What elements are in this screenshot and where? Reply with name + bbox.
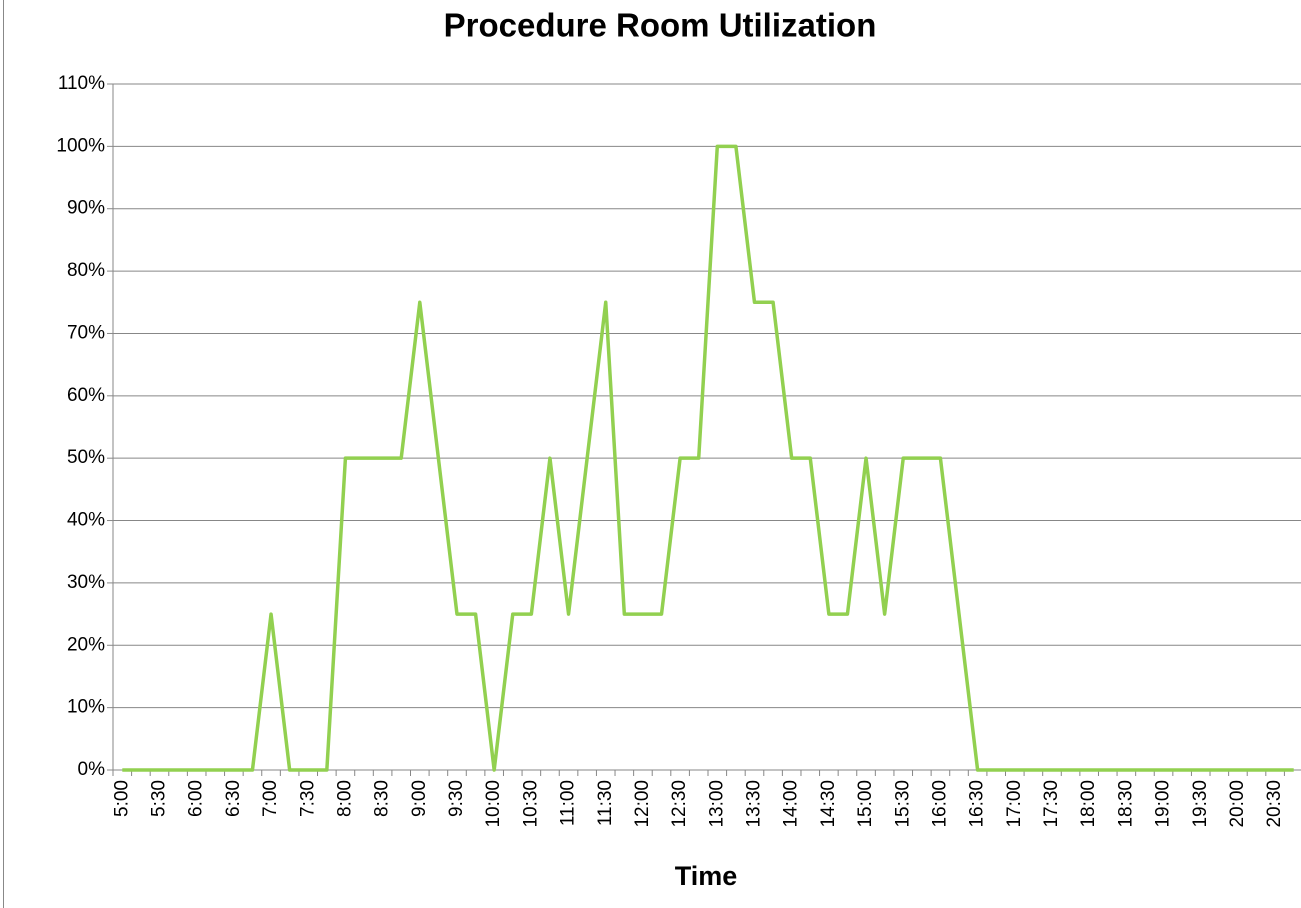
x-tick-label: 19:30	[1190, 780, 1211, 828]
x-tick-label: 13:00	[706, 780, 727, 828]
x-tick-label: 11:00	[558, 780, 579, 826]
x-tick-label: 13:30	[744, 780, 765, 828]
x-tick-label: 6:30	[223, 780, 244, 817]
x-tick-label: 18:00	[1078, 780, 1099, 828]
x-tick-label: 12:30	[669, 780, 690, 828]
x-tick-label: 20:00	[1227, 780, 1248, 828]
x-tick-label: 12:00	[632, 780, 653, 828]
x-tick-label: 10:30	[520, 780, 541, 828]
x-tick-label: 9:00	[409, 780, 430, 817]
x-tick-label: 16:00	[929, 780, 950, 828]
y-tick-label: 20%	[67, 634, 105, 655]
y-tick-label: 30%	[67, 572, 105, 593]
x-tick-label: 17:30	[1041, 780, 1062, 828]
x-tick-label: 14:00	[781, 780, 802, 828]
chart-frame	[3, 0, 4, 908]
x-tick-label: 7:30	[297, 780, 318, 817]
x-tick-label: 19:00	[1153, 780, 1174, 828]
y-tick-label: 0%	[78, 759, 106, 780]
x-axis-title: Time	[675, 861, 738, 891]
x-tick-label: 8:30	[372, 780, 393, 817]
y-tick-label: 80%	[67, 260, 105, 281]
y-tick-label: 70%	[67, 322, 105, 343]
y-tick-label: 110%	[58, 73, 105, 94]
x-tick-label: 18:30	[1115, 780, 1136, 828]
x-tick-label: 11:30	[595, 780, 616, 826]
x-tick-label: 20:30	[1264, 780, 1285, 828]
chart-title: Procedure Room Utilization	[444, 7, 877, 44]
x-tick-label: 8:00	[334, 780, 355, 817]
x-tick-label: 15:00	[855, 780, 876, 828]
data-line	[122, 144, 1294, 772]
x-tick-label: 9:30	[446, 780, 467, 817]
x-tick-label: 16:30	[967, 780, 988, 828]
x-tick-label: 15:30	[892, 780, 913, 828]
x-tick-label: 6:00	[186, 780, 207, 817]
y-tick-label: 40%	[67, 510, 105, 531]
y-tick-label: 100%	[56, 135, 105, 156]
x-tick-label: 7:00	[260, 780, 281, 817]
y-tick-label: 50%	[67, 447, 105, 468]
x-tick-label: 10:00	[483, 780, 504, 828]
x-tick-label: 5:00	[111, 780, 132, 817]
y-tick-label: 60%	[67, 385, 105, 406]
y-tick-label: 90%	[67, 198, 105, 219]
x-tick-label: 14:30	[818, 780, 839, 828]
y-tick-label: 10%	[67, 697, 105, 718]
x-tick-label: 5:30	[149, 780, 170, 817]
x-tick-label: 17:00	[1004, 780, 1025, 828]
